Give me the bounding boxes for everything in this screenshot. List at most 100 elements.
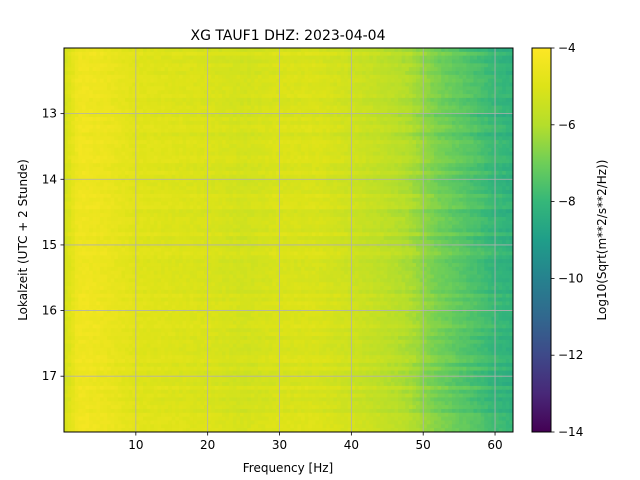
heatmap-cell bbox=[272, 197, 277, 203]
heatmap-cell bbox=[103, 174, 108, 180]
heatmap-cell bbox=[430, 190, 435, 195]
heatmap-cell bbox=[394, 193, 399, 199]
heatmap-cell bbox=[250, 170, 255, 176]
heatmap-cell bbox=[387, 174, 392, 180]
heatmap-cell bbox=[477, 55, 482, 61]
heatmap-cell bbox=[362, 174, 367, 180]
heatmap-cell bbox=[311, 190, 317, 195]
heatmap-cell bbox=[107, 167, 112, 172]
heatmap-cell bbox=[380, 90, 385, 95]
heatmap-cell bbox=[107, 140, 112, 145]
heatmap-cell bbox=[125, 71, 130, 76]
heatmap-cell bbox=[480, 94, 485, 99]
heatmap-cell bbox=[286, 82, 291, 87]
heatmap-cell bbox=[146, 120, 151, 126]
heatmap-cell bbox=[351, 151, 356, 157]
heatmap-cell bbox=[308, 132, 313, 137]
heatmap-cell bbox=[254, 113, 259, 118]
heatmap-cell bbox=[132, 109, 137, 114]
heatmap-cell bbox=[74, 147, 79, 153]
heatmap-cell bbox=[110, 63, 115, 68]
heatmap-cell bbox=[466, 197, 471, 203]
heatmap-cell bbox=[250, 144, 255, 149]
heatmap-cell bbox=[107, 117, 112, 122]
heatmap-cell bbox=[509, 178, 513, 183]
heatmap-cell bbox=[369, 140, 374, 145]
heatmap-cell bbox=[218, 182, 223, 187]
heatmap-cell bbox=[232, 82, 238, 87]
heatmap-cell bbox=[254, 144, 259, 149]
heatmap-cell bbox=[143, 113, 148, 118]
heatmap-cell bbox=[333, 105, 338, 111]
heatmap-cell bbox=[132, 86, 137, 91]
heatmap-cell bbox=[175, 163, 180, 168]
heatmap-cell bbox=[78, 193, 83, 199]
heatmap-cell bbox=[229, 51, 234, 57]
heatmap-cell bbox=[114, 124, 119, 130]
heatmap-cell bbox=[214, 82, 220, 87]
heatmap-cell bbox=[480, 147, 485, 153]
heatmap-cell bbox=[67, 163, 72, 168]
heatmap-cell bbox=[441, 109, 446, 114]
heatmap-cell bbox=[286, 97, 291, 103]
heatmap-cell bbox=[78, 140, 83, 145]
heatmap-cell bbox=[412, 63, 417, 68]
heatmap-cell bbox=[135, 182, 141, 187]
heatmap-cell bbox=[168, 163, 173, 168]
heatmap-cell bbox=[178, 86, 184, 91]
heatmap-cell bbox=[340, 159, 345, 164]
heatmap-cell bbox=[211, 136, 216, 141]
chart-title: XG TAUF1 DHZ: 2023-04-04 bbox=[190, 28, 385, 44]
heatmap-cell bbox=[315, 132, 320, 137]
heatmap-cell bbox=[509, 74, 513, 80]
heatmap-cell bbox=[279, 117, 284, 122]
heatmap-cell bbox=[480, 74, 485, 80]
heatmap-cell bbox=[372, 167, 378, 172]
heatmap-cell bbox=[164, 105, 169, 111]
heatmap-cell bbox=[189, 182, 194, 187]
heatmap-cell bbox=[344, 128, 349, 134]
heatmap-cell bbox=[301, 197, 306, 203]
heatmap-cell bbox=[376, 170, 381, 176]
heatmap-cell bbox=[268, 178, 273, 183]
heatmap-cell bbox=[214, 140, 220, 145]
heatmap-cell bbox=[336, 113, 342, 118]
heatmap-cell bbox=[107, 113, 112, 118]
heatmap-cell bbox=[125, 174, 130, 180]
heatmap-cell bbox=[139, 159, 144, 164]
heatmap-cell bbox=[394, 48, 399, 53]
heatmap-cell bbox=[268, 182, 273, 187]
heatmap-cell bbox=[236, 132, 241, 137]
heatmap-cell bbox=[143, 94, 148, 99]
heatmap-cell bbox=[125, 197, 130, 203]
heatmap-cell bbox=[117, 124, 123, 130]
heatmap-cell bbox=[232, 124, 238, 130]
heatmap-cell bbox=[236, 55, 241, 61]
heatmap-cell bbox=[444, 120, 449, 126]
heatmap-cell bbox=[240, 113, 245, 118]
heatmap-cell bbox=[408, 170, 414, 176]
heatmap-cell bbox=[243, 117, 248, 122]
heatmap-cell bbox=[257, 51, 263, 57]
heatmap-cell bbox=[186, 97, 191, 103]
heatmap-cell bbox=[293, 78, 299, 84]
heatmap-cell bbox=[319, 144, 324, 149]
heatmap-cell bbox=[196, 82, 202, 87]
heatmap-cell bbox=[466, 140, 471, 145]
heatmap-cell bbox=[459, 186, 464, 191]
heatmap-cell bbox=[168, 190, 173, 195]
heatmap-cell bbox=[344, 63, 349, 68]
heatmap-cell bbox=[103, 55, 108, 61]
heatmap-cell bbox=[495, 117, 500, 122]
heatmap-cell bbox=[272, 136, 277, 141]
heatmap-cell bbox=[433, 48, 439, 53]
heatmap-cell bbox=[186, 124, 191, 130]
heatmap-cell bbox=[437, 105, 442, 111]
heatmap-cell bbox=[85, 124, 90, 130]
heatmap-cell bbox=[114, 78, 119, 84]
heatmap-cell bbox=[153, 147, 158, 153]
heatmap-cell bbox=[232, 140, 238, 145]
heatmap-cell bbox=[268, 63, 273, 68]
heatmap-cell bbox=[247, 117, 252, 122]
heatmap-cell bbox=[139, 174, 144, 180]
